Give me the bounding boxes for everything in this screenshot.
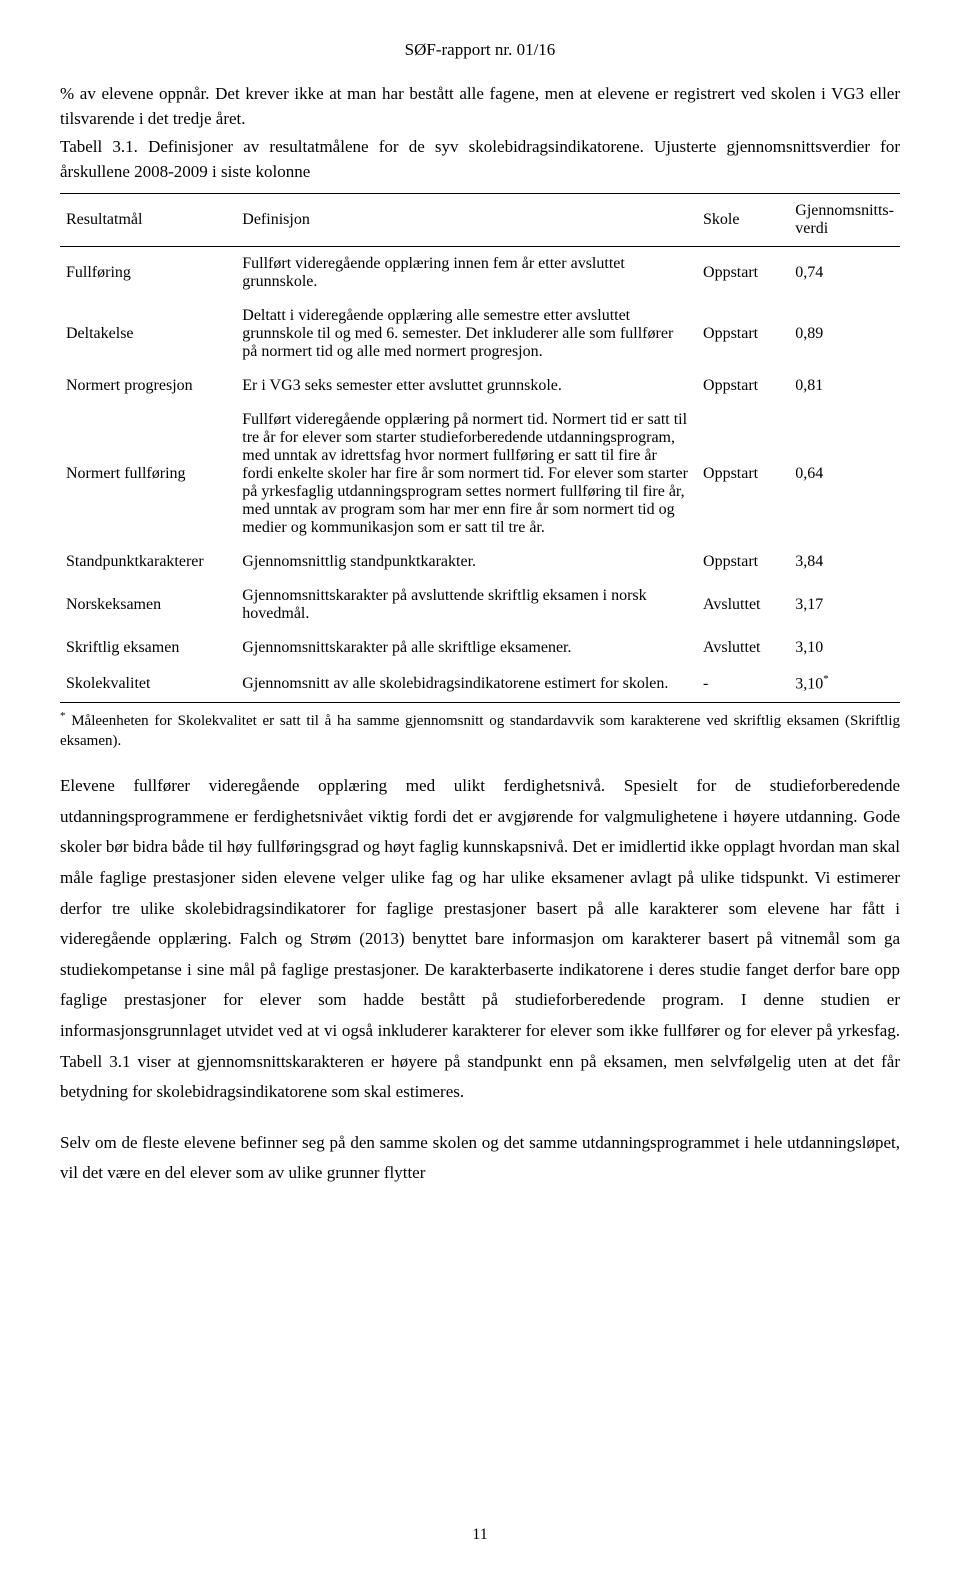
asterisk-icon: *	[823, 673, 829, 685]
page: SØF-rapport nr. 01/16 % av elevene oppnå…	[0, 0, 960, 1570]
cell-skole: -	[697, 665, 789, 702]
cell-skole: Oppstart	[697, 545, 789, 579]
cell-resultatmal: Skolekvalitet	[60, 665, 236, 702]
body-paragraph-1: Elevene fullfører videregående opplæring…	[60, 771, 900, 1108]
cell-resultatmal: Norskeksamen	[60, 579, 236, 631]
page-number: 11	[60, 1526, 900, 1544]
cell-definisjon: Gjennomsnittskarakter på alle skriftlige…	[236, 631, 697, 665]
header-resultatmal: Resultatmål	[60, 193, 236, 247]
table-header-row: Resultatmål Definisjon Skole Gjennomsnit…	[60, 193, 900, 247]
cell-skole: Avsluttet	[697, 631, 789, 665]
definitions-table: Resultatmål Definisjon Skole Gjennomsnit…	[60, 193, 900, 703]
cell-verdi: 0,89	[789, 299, 900, 369]
cell-skole: Oppstart	[697, 403, 789, 545]
cell-verdi: 0,74	[789, 247, 900, 300]
cell-verdi: 3,10	[789, 631, 900, 665]
cell-skole: Oppstart	[697, 247, 789, 300]
cell-resultatmal: Skriftlig eksamen	[60, 631, 236, 665]
table-footnote: * Måleenheten for Skolekvalitet er satt …	[60, 709, 900, 752]
cell-definisjon: Deltatt i videregående opplæring alle se…	[236, 299, 697, 369]
table-row: Standpunktkarakterer Gjennomsnittlig sta…	[60, 545, 900, 579]
cell-skole: Avsluttet	[697, 579, 789, 631]
cell-verdi: 3,17	[789, 579, 900, 631]
header-gjennomsnitt-line1: Gjennomsnitts-	[795, 202, 894, 219]
cell-verdi: 0,64	[789, 403, 900, 545]
cell-verdi-value: 3,10	[795, 676, 823, 693]
table-row: Norskeksamen Gjennomsnittskarakter på av…	[60, 579, 900, 631]
cell-definisjon: Er i VG3 seks semester etter avsluttet g…	[236, 369, 697, 403]
cell-definisjon: Gjennomsnittlig standpunktkarakter.	[236, 545, 697, 579]
body-paragraph-2: Selv om de fleste elevene befinner seg p…	[60, 1128, 900, 1189]
cell-definisjon: Fullført videregående opplæring på norme…	[236, 403, 697, 545]
table-row: Fullføring Fullført videregående opplæri…	[60, 247, 900, 300]
table-row: Normert progresjon Er i VG3 seks semeste…	[60, 369, 900, 403]
cell-verdi: 3,84	[789, 545, 900, 579]
header-definisjon: Definisjon	[236, 193, 697, 247]
cell-definisjon: Gjennomsnittskarakter på avsluttende skr…	[236, 579, 697, 631]
cell-resultatmal: Fullføring	[60, 247, 236, 300]
header-gjennomsnitt-line2: verdi	[795, 220, 828, 237]
intro-lead-in: % av elevene oppnår. Det krever ikke at …	[60, 82, 900, 131]
footnote-text: Måleenheten for Skolekvalitet er satt ti…	[60, 713, 900, 749]
header-skole: Skole	[697, 193, 789, 247]
cell-verdi: 0,81	[789, 369, 900, 403]
cell-skole: Oppstart	[697, 299, 789, 369]
table-row: Skolekvalitet Gjennomsnitt av alle skole…	[60, 665, 900, 702]
table-caption: Tabell 3.1. Definisjoner av resultatmåle…	[60, 135, 900, 184]
table-row: Normert fullføring Fullført videregående…	[60, 403, 900, 545]
table-row: Deltakelse Deltatt i videregående opplær…	[60, 299, 900, 369]
cell-resultatmal: Normert fullføring	[60, 403, 236, 545]
table-row: Skriftlig eksamen Gjennomsnittskarakter …	[60, 631, 900, 665]
cell-skole: Oppstart	[697, 369, 789, 403]
cell-definisjon: Gjennomsnitt av alle skolebidragsindikat…	[236, 665, 697, 702]
cell-resultatmal: Normert progresjon	[60, 369, 236, 403]
cell-resultatmal: Standpunktkarakterer	[60, 545, 236, 579]
cell-definisjon: Fullført videregående opplæring innen fe…	[236, 247, 697, 300]
cell-resultatmal: Deltakelse	[60, 299, 236, 369]
report-header: SØF-rapport nr. 01/16	[60, 40, 900, 60]
cell-verdi: 3,10*	[789, 665, 900, 702]
header-gjennomsnitt: Gjennomsnitts- verdi	[789, 193, 900, 247]
